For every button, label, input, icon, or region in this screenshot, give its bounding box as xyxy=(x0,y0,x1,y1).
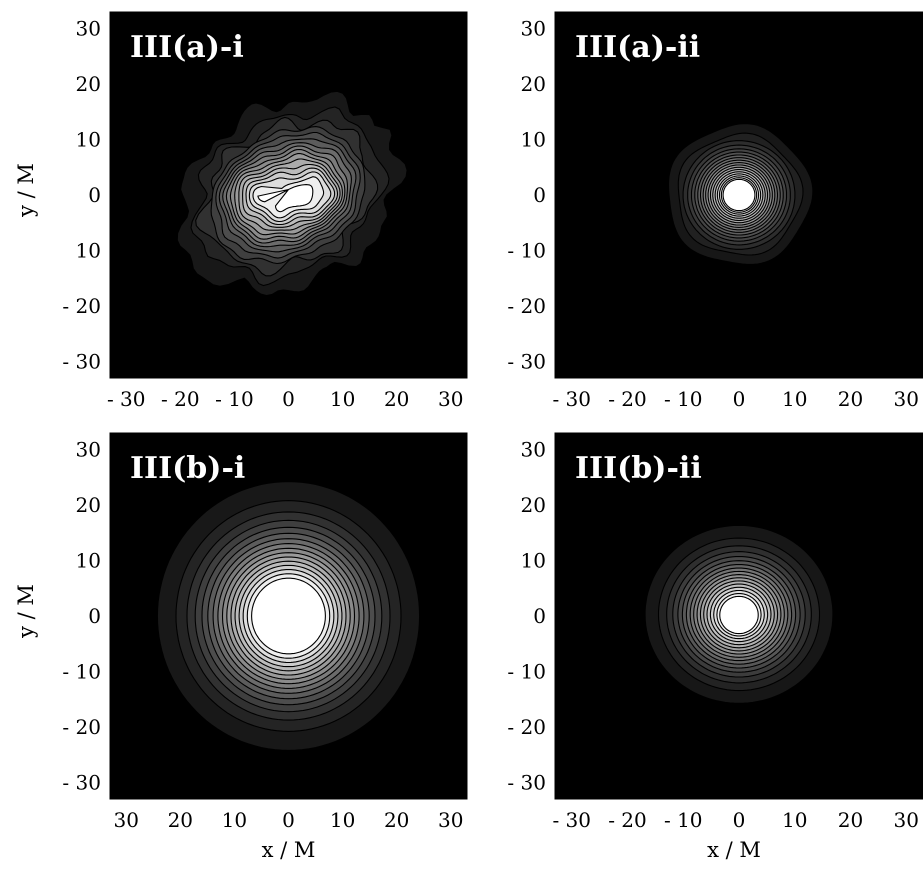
tick-marks xyxy=(109,11,468,379)
y-tick-label: - 30 xyxy=(507,349,546,373)
y-tick-label: 10 xyxy=(521,128,546,152)
y-tick-label: 0 xyxy=(88,183,101,207)
panel-title: III(b)-ii xyxy=(575,451,702,486)
x-tick-label: 30 xyxy=(894,387,919,411)
x-tick-label: - 20 xyxy=(608,387,647,411)
panel-4: - 30 - 20 - 10 0 10 20 30 30 20 10 0 - 10 - 20 - 30 II… xyxy=(507,432,923,862)
y-tick-label: - 30 xyxy=(507,770,546,794)
x-tick-label: - 20 xyxy=(161,387,200,411)
tick-marks xyxy=(109,432,468,800)
panel-title: III(a)-i xyxy=(130,30,244,65)
x-tick-label: 20 xyxy=(384,808,409,832)
y-tick-label: 0 xyxy=(533,183,546,207)
y-tick-label: - 10 xyxy=(62,659,101,683)
y-tick-label: 30 xyxy=(521,438,546,462)
x-tick-label: - 30 xyxy=(552,808,591,832)
y-tick-label: - 20 xyxy=(62,294,101,318)
x-tick-label: 10 xyxy=(222,808,247,832)
y-tick-label: 30 xyxy=(521,17,546,41)
x-tick-label: 20 xyxy=(384,387,409,411)
panel-title: III(b)-i xyxy=(130,451,245,486)
y-tick-label: 10 xyxy=(76,128,101,152)
y-tick-label: 20 xyxy=(521,72,546,96)
x-tick-label: 30 xyxy=(114,808,139,832)
x-tick-label: - 30 xyxy=(552,387,591,411)
x-tick-label: 0 xyxy=(282,387,295,411)
y-tick-label: 10 xyxy=(76,549,101,573)
contour-band-18 xyxy=(722,178,756,212)
panel-title: III(a)-ii xyxy=(575,30,700,65)
contour-bands xyxy=(667,123,814,265)
x-tick-label: 20 xyxy=(168,808,193,832)
panel-2: - 30 - 20 - 10 0 10 20 30 30 20 10 0 - 10 - 20 - 30 II… xyxy=(507,11,923,411)
y-axis-label: y / M xyxy=(14,584,38,639)
x-tick-label: - 30 xyxy=(107,387,146,411)
contour-band-16 xyxy=(251,577,326,655)
x-tick-label: 30 xyxy=(894,808,919,832)
x-tick-label: 0 xyxy=(282,808,295,832)
x-tick-label: - 10 xyxy=(215,387,254,411)
y-tick-label: 30 xyxy=(76,17,101,41)
y-tick-label: 20 xyxy=(521,493,546,517)
y-tick-label: - 20 xyxy=(507,715,546,739)
y-tick-label: - 20 xyxy=(62,715,101,739)
y-tick-label: 20 xyxy=(76,493,101,517)
y-tick-label: 0 xyxy=(533,604,546,628)
contour-bands xyxy=(176,90,408,297)
x-tick-label: 30 xyxy=(438,387,463,411)
x-axis-label: x / M xyxy=(707,838,761,862)
x-tick-label: - 20 xyxy=(608,808,647,832)
x-tick-label: 20 xyxy=(838,387,863,411)
contour-band-17 xyxy=(719,595,759,635)
y-tick-label: 0 xyxy=(88,604,101,628)
x-tick-label: 0 xyxy=(733,387,746,411)
x-tick-label: 10 xyxy=(330,808,355,832)
x-tick-label: 10 xyxy=(330,387,355,411)
x-tick-label: 30 xyxy=(438,808,463,832)
x-axis-label: x / M xyxy=(262,838,316,862)
y-axis-label: y / M xyxy=(14,163,38,218)
panel-1: - 30 - 20 - 10 0 10 20 30 30 20 10 0 10 - 20 - 30 III(… xyxy=(14,11,468,411)
x-tick-label: 0 xyxy=(733,808,746,832)
contour-bands xyxy=(156,481,421,751)
y-tick-label: - 10 xyxy=(507,659,546,683)
y-tick-label: 20 xyxy=(76,72,101,96)
y-tick-label: 10 xyxy=(76,238,101,262)
y-tick-label: - 10 xyxy=(507,238,546,262)
y-tick-label: - 30 xyxy=(62,770,101,794)
contour-bands xyxy=(644,524,834,704)
contour-band-16 xyxy=(257,184,314,213)
panel-3: 30 20 10 0 10 20 30 30 20 10 0 - 10 - 20 - 30 III(b)-i… xyxy=(14,432,468,862)
x-tick-label: - 10 xyxy=(664,387,703,411)
y-tick-label: 10 xyxy=(521,549,546,573)
x-tick-label: 10 xyxy=(782,387,807,411)
y-tick-label: - 20 xyxy=(507,294,546,318)
y-tick-label: - 30 xyxy=(62,349,101,373)
x-tick-label: 10 xyxy=(782,808,807,832)
x-tick-label: - 10 xyxy=(664,808,703,832)
y-tick-label: 30 xyxy=(76,438,101,462)
x-tick-label: 20 xyxy=(838,808,863,832)
